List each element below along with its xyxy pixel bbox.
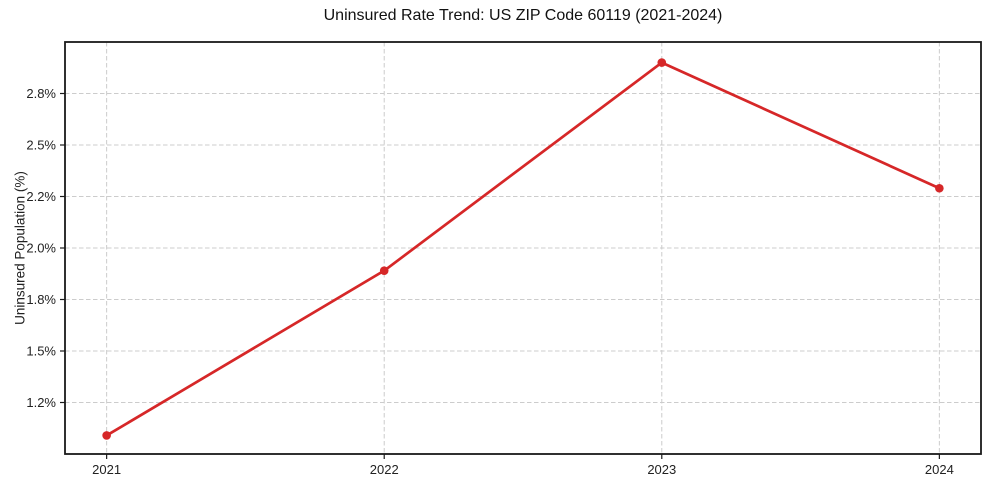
y-tick-label: 1.8% [26, 292, 56, 307]
data-point [935, 183, 944, 193]
y-tick-label: 1.5% [26, 344, 56, 359]
chart-title: Uninsured Rate Trend: US ZIP Code 60119 … [323, 7, 723, 24]
x-tick-label: 2023 [647, 462, 676, 477]
data-point [379, 266, 389, 275]
x-tick-label: 2022 [370, 462, 399, 477]
trend-line [105, 61, 941, 437]
y-axis-label: Uninsured Population (%) [12, 171, 28, 325]
y-tick-label: 2.8% [26, 86, 56, 101]
y-tick-label: 2.0% [26, 241, 56, 256]
data-point [657, 58, 667, 67]
y-tick-label: 2.2% [26, 189, 56, 204]
x-tick-label: 2021 [92, 462, 121, 477]
data-point [102, 431, 111, 440]
plot-border [64, 41, 982, 455]
y-tick-label: 1.2% [26, 395, 56, 410]
y-tick-label: 2.5% [26, 138, 56, 153]
x-tick-label: 2024 [925, 462, 954, 477]
